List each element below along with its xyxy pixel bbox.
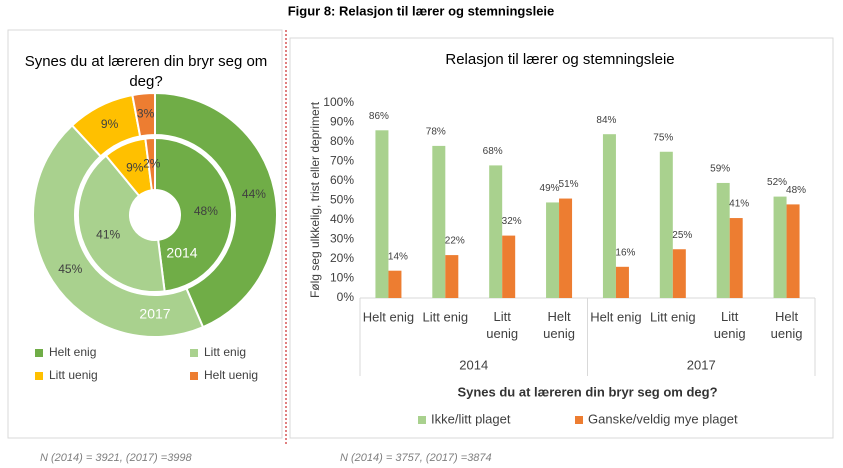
slice-label: 9% xyxy=(126,160,144,174)
x-tick-label: Litt enig xyxy=(650,309,696,324)
value-label: 86% xyxy=(369,111,389,122)
bar xyxy=(388,270,402,298)
value-label: 59% xyxy=(710,164,730,175)
x-tick-label: Litt enig xyxy=(423,309,469,324)
donut-slice xyxy=(154,136,233,293)
value-label: 14% xyxy=(388,251,408,262)
donut-title: Synes du at læreren din bryr seg om deg? xyxy=(25,53,268,90)
y-axis-label: Følg seg ulkkelig, trist eller deprimert xyxy=(308,101,322,298)
group-label: 2014 xyxy=(459,357,488,372)
bar xyxy=(729,218,743,298)
figure-title: Figur 8: Relasjon til lærer og stemnings… xyxy=(288,3,555,18)
x-tick-label: Helt enig xyxy=(590,309,641,324)
y-tick-label: 40% xyxy=(330,212,354,226)
value-label: 52% xyxy=(767,177,787,188)
slice-label: 48% xyxy=(194,204,218,218)
donut-slice xyxy=(77,154,166,293)
value-label: 49% xyxy=(540,183,560,194)
ring-label: 2014 xyxy=(166,245,197,261)
x-tick-label: Helt uenig xyxy=(771,309,803,341)
y-tick-label: 50% xyxy=(330,193,354,207)
donut-slice xyxy=(131,91,156,138)
bar xyxy=(489,165,503,298)
y-tick-label: 80% xyxy=(330,134,354,148)
bar xyxy=(786,204,800,298)
bar-title: Relasjon til lærer og stemningsleie xyxy=(445,51,674,68)
y-tick-label: 20% xyxy=(330,251,354,265)
x-axis-label: Synes du at læreren din bryr seg om deg? xyxy=(457,384,717,399)
legend-label: Helt uenig xyxy=(204,368,258,382)
bar xyxy=(615,266,629,298)
right-panel xyxy=(289,37,834,439)
x-tick-label: Helt enig xyxy=(363,309,414,324)
y-tick-label: 70% xyxy=(330,154,354,168)
footnote: N (2014) = 3921, (2017) =3998 xyxy=(40,452,193,464)
legend-swatch xyxy=(35,372,43,380)
footnote: N (2014) = 3757, (2017) =3874 xyxy=(340,452,492,464)
value-label: 16% xyxy=(615,247,635,258)
value-label: 41% xyxy=(729,199,749,210)
slice-label: 3% xyxy=(137,107,155,121)
bar xyxy=(559,198,573,298)
donut-slice xyxy=(154,91,278,329)
value-label: 22% xyxy=(445,236,465,247)
legend-label: Ikke/litt plaget xyxy=(431,411,511,426)
y-tick-label: 30% xyxy=(330,232,354,246)
value-label: 84% xyxy=(596,115,616,126)
y-tick-label: 100% xyxy=(323,95,354,109)
legend-swatch xyxy=(190,372,198,380)
y-tick-label: 60% xyxy=(330,173,354,187)
group-label: 2017 xyxy=(687,357,716,372)
donut-slice xyxy=(144,136,156,192)
bar xyxy=(432,145,446,298)
donut-slice xyxy=(32,124,205,338)
legend-label: Helt enig xyxy=(49,345,96,359)
legend-label: Ganske/veldig mye plaget xyxy=(588,411,738,426)
slice-label: 44% xyxy=(242,187,266,201)
legend-swatch xyxy=(190,349,198,357)
bar xyxy=(716,182,730,298)
bar xyxy=(672,249,686,298)
value-label: 78% xyxy=(426,127,446,138)
legend-label: Litt enig xyxy=(204,345,246,359)
value-label: 68% xyxy=(483,146,503,157)
x-tick-label: Litt uenig xyxy=(714,309,746,341)
legend-swatch xyxy=(35,349,43,357)
slice-label: 2% xyxy=(143,156,161,170)
bar xyxy=(773,196,787,298)
y-tick-label: 10% xyxy=(330,271,354,285)
value-label: 75% xyxy=(653,132,673,143)
bar xyxy=(659,151,673,298)
x-tick-label: Helt uenig xyxy=(543,309,575,341)
y-tick-label: 90% xyxy=(330,115,354,129)
x-tick-label: Litt uenig xyxy=(486,309,518,341)
legend-swatch xyxy=(418,416,426,424)
bar xyxy=(502,235,516,298)
slice-label: 41% xyxy=(96,227,120,241)
bar xyxy=(375,130,389,298)
ring-label: 2017 xyxy=(139,306,170,322)
value-label: 48% xyxy=(786,185,806,196)
left-panel xyxy=(7,29,283,439)
bar xyxy=(602,134,616,298)
bar xyxy=(546,202,560,298)
value-label: 51% xyxy=(559,179,579,190)
slice-label: 9% xyxy=(101,117,119,131)
slice-label: 45% xyxy=(58,262,82,276)
bar xyxy=(445,255,459,298)
legend-swatch xyxy=(575,416,583,424)
value-label: 32% xyxy=(502,216,522,227)
y-tick-label: 0% xyxy=(337,290,355,304)
legend-label: Litt uenig xyxy=(49,368,98,382)
value-label: 25% xyxy=(672,230,692,241)
